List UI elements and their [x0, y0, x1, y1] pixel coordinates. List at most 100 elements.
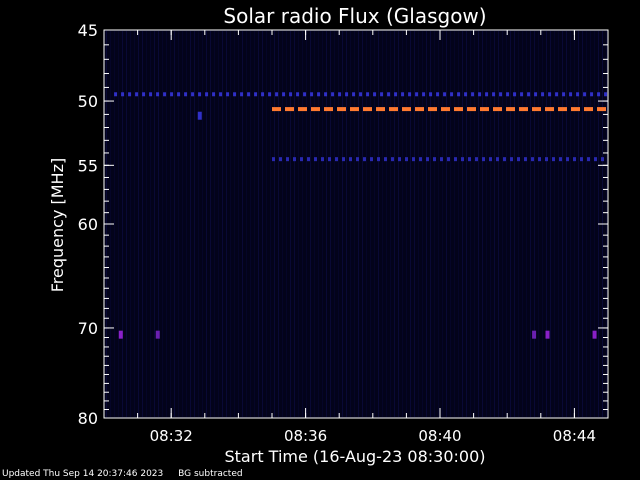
- emission-spot: [532, 330, 537, 339]
- emission-line-segment: [335, 157, 338, 162]
- background-stripe: [278, 31, 279, 417]
- emission-line-segment: [349, 157, 352, 162]
- emission-line-segment: [415, 92, 419, 97]
- x-tick-label: 08:40: [418, 427, 461, 445]
- emission-line-segment: [337, 107, 346, 112]
- emission-line-segment: [286, 157, 289, 162]
- emission-spot: [197, 111, 202, 120]
- emission-line-segment: [571, 107, 580, 112]
- emission-line-segment: [541, 92, 545, 97]
- emission-line-segment: [198, 92, 202, 97]
- emission-line-segment: [233, 92, 237, 97]
- emission-line-segment: [356, 157, 359, 162]
- emission-line-segment: [461, 157, 464, 162]
- x-tick-label: 08:36: [284, 427, 327, 445]
- emission-line-segment: [562, 92, 566, 97]
- background-stripe: [442, 31, 443, 417]
- emission-line-segment: [300, 157, 303, 162]
- background-stripe: [302, 31, 303, 417]
- emission-line-segment: [226, 92, 230, 97]
- emission-line-segment: [324, 107, 333, 112]
- background-stripe: [426, 31, 427, 417]
- emission-line-segment: [496, 157, 499, 162]
- background-stripe: [414, 31, 415, 417]
- emission-line-segment: [443, 92, 447, 97]
- background-stripe: [218, 31, 219, 417]
- emission-line-segment: [576, 92, 580, 97]
- background-stripe: [590, 31, 591, 417]
- emission-line-segment: [272, 107, 281, 112]
- background-stripe: [358, 31, 359, 417]
- background-stripe: [246, 31, 247, 417]
- background-stripe: [518, 31, 519, 417]
- background-stripe: [438, 31, 439, 417]
- background-stripe: [346, 31, 347, 417]
- emission-line-segment: [163, 92, 167, 97]
- emission-line-segment: [429, 92, 433, 97]
- emission-line-segment: [219, 92, 223, 97]
- background-stripe: [294, 31, 295, 417]
- x-axis-label: Start Time (16-Aug-23 08:30:00): [225, 447, 486, 466]
- emission-line-segment: [205, 92, 209, 97]
- y-axis: 45 50 55 60 70 80: [78, 21, 608, 428]
- emission-line-segment: [597, 92, 601, 97]
- x-axis: 08:32 08:36 08:40 08:44: [137, 30, 596, 445]
- background-stripe: [266, 31, 267, 417]
- plot-area: [104, 30, 608, 418]
- emission-line-segment: [499, 92, 503, 97]
- background-stripe: [270, 31, 271, 417]
- background-stripe: [114, 31, 115, 417]
- background-stripe: [154, 31, 155, 417]
- background-stripe: [338, 31, 339, 417]
- background-stripe: [502, 31, 503, 417]
- emission-line-segment: [212, 92, 216, 97]
- emission-line-segment: [384, 157, 387, 162]
- background-stripe: [410, 31, 411, 417]
- emission-line-segment: [366, 92, 370, 97]
- background-stripe: [406, 31, 407, 417]
- background-stripe: [126, 31, 127, 417]
- background-stripe: [470, 31, 471, 417]
- emission-line-segment: [114, 92, 118, 97]
- emission-line-segment: [296, 92, 300, 97]
- background-stripe: [478, 31, 479, 417]
- emission-line-segment: [391, 157, 394, 162]
- emission-features: [114, 92, 608, 339]
- background-stripe: [582, 31, 583, 417]
- background-stripe: [206, 31, 207, 417]
- background-stripe: [274, 31, 275, 417]
- emission-line-segment: [580, 157, 583, 162]
- emission-line-segment: [519, 107, 528, 112]
- background-stripe: [254, 31, 255, 417]
- background-stripe: [578, 31, 579, 417]
- background-stripe: [370, 31, 371, 417]
- background-stripe: [354, 31, 355, 417]
- emission-line-segment: [135, 92, 139, 97]
- emission-line-segment: [373, 92, 377, 97]
- emission-line-segment: [454, 107, 463, 112]
- emission-line-segment: [387, 92, 391, 97]
- emission-line-segment: [149, 92, 153, 97]
- background-stripe: [150, 31, 151, 417]
- emission-line-segment: [402, 107, 411, 112]
- emission-line-segment: [412, 157, 415, 162]
- emission-line-segment: [338, 92, 342, 97]
- background-stripe: [210, 31, 211, 417]
- background-stripe: [462, 31, 463, 417]
- background-stripe: [222, 31, 223, 417]
- emission-spot: [155, 330, 160, 339]
- emission-line-segment: [184, 92, 188, 97]
- emission-line-segment: [590, 92, 594, 97]
- background-stripe: [182, 31, 183, 417]
- background-stripe: [146, 31, 147, 417]
- background-stripe: [162, 31, 163, 417]
- background-stripe: [434, 31, 435, 417]
- emission-line-segment: [376, 107, 385, 112]
- emission-spot: [592, 330, 597, 339]
- y-axis-label: Frequency [MHz]: [48, 158, 67, 292]
- background-stripe: [374, 31, 375, 417]
- emission-line-segment: [467, 107, 476, 112]
- background-stripe: [134, 31, 135, 417]
- emission-line-segment: [121, 92, 125, 97]
- emission-line-segment: [513, 92, 517, 97]
